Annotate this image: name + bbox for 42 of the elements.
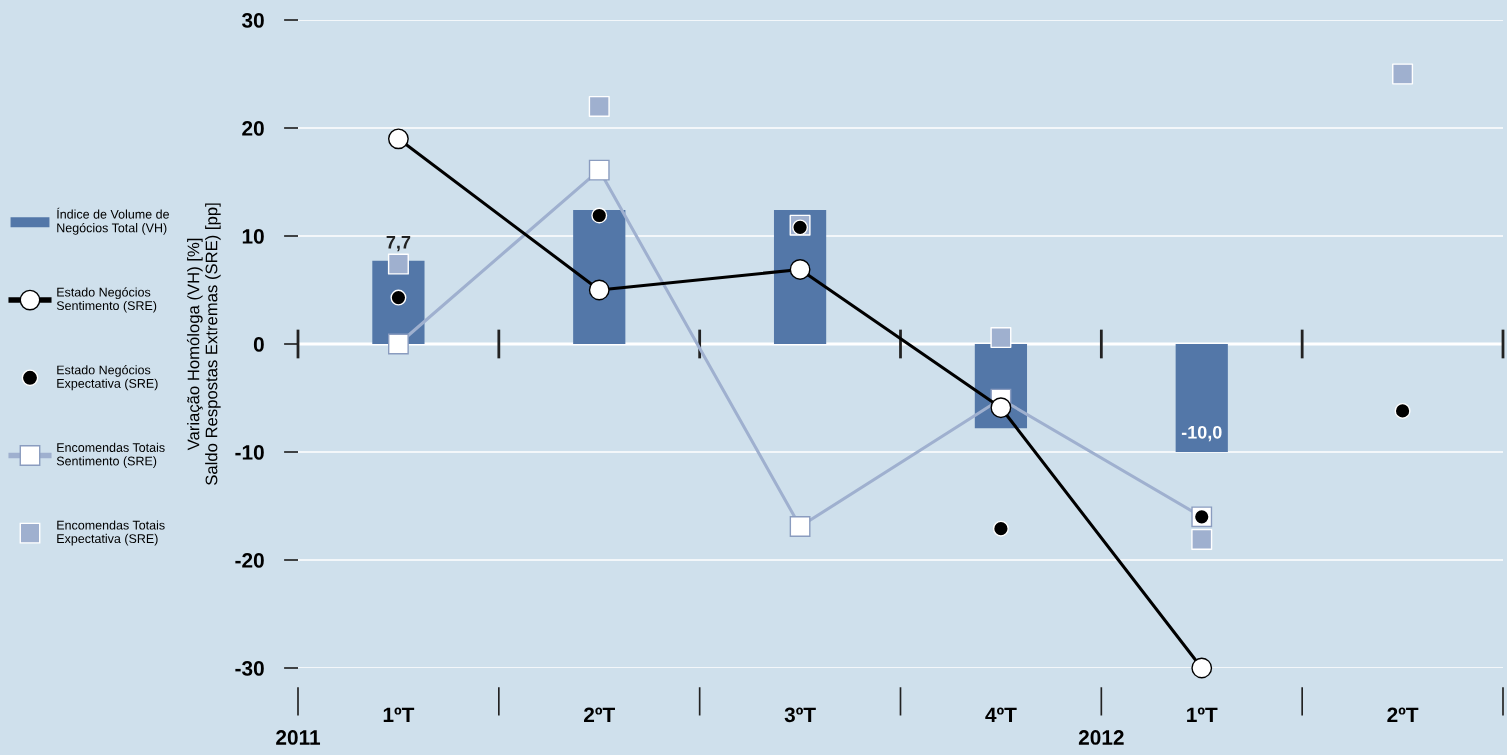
text: 2012 <box>1078 730 1124 745</box>
x-tick-label: 1ºT <box>1187 707 1218 722</box>
point <box>992 520 1009 537</box>
y-axis-title: Variação Homóloga (VH) [%] Saldo Respostas Extremas (SRE) [pp] <box>186 203 221 485</box>
legend-label: Índice de Volume de Negócios Total (VH) <box>57 207 169 235</box>
point <box>387 253 409 275</box>
point <box>990 397 1012 419</box>
point <box>588 159 610 181</box>
point <box>1191 528 1213 550</box>
point <box>390 289 407 306</box>
x-tick-label: 3ºT <box>784 707 816 723</box>
point <box>591 207 608 224</box>
x-tick-label: 2ºT <box>584 707 615 722</box>
y-tick-label: -30 <box>235 661 264 676</box>
bar <box>573 210 626 344</box>
bar <box>1175 344 1228 452</box>
legend-label: Estado Negócios Expectativa (SRE) <box>57 365 158 391</box>
y-tick-label: -10 <box>235 445 264 460</box>
legend-label: Estado Negócios Sentimento (SRE) <box>56 287 157 313</box>
point <box>789 516 811 537</box>
y-tick-label: 20 <box>242 121 264 136</box>
y-tick-label: 30 <box>241 13 264 28</box>
point <box>1392 63 1414 85</box>
legend-label: Encomendas Totais Sentimento (SRE) <box>56 442 165 468</box>
x-tick-label: 2ºT <box>1387 707 1419 722</box>
point <box>387 128 409 150</box>
x-tick-label: 4ºT <box>985 707 1017 722</box>
point <box>1191 657 1213 679</box>
point <box>588 95 610 117</box>
legend-label: Encomendas Totais Expectativa (SRE) <box>57 520 165 546</box>
data-label: -10,0 <box>1181 425 1222 442</box>
x-tick-label: 1ºT <box>383 707 415 722</box>
point <box>1394 402 1411 419</box>
y-tick-label: 10 <box>242 229 264 244</box>
y-tick-label: -20 <box>235 553 264 568</box>
text: 2011 <box>276 730 321 745</box>
point <box>990 327 1012 349</box>
data-label: 7,7 <box>386 236 411 252</box>
point <box>588 279 610 301</box>
point <box>387 333 409 355</box>
point <box>789 259 811 280</box>
y-tick-label: 0 <box>253 337 264 352</box>
